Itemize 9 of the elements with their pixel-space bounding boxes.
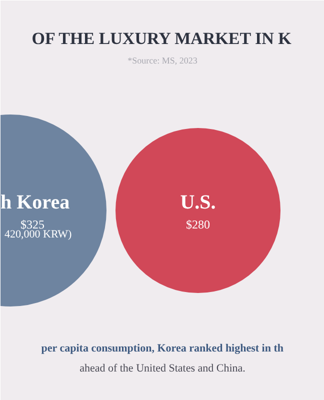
- text: per capita consumption, Korea ranked highest in th: [41, 342, 284, 354]
- text: OF THE LUXURY MARKET IN K: [32, 29, 292, 48]
- data-label: $280: [186, 218, 210, 232]
- text: ahead of the United States and China.: [80, 362, 246, 374]
- text: 420,000 KRW): [4, 228, 72, 240]
- category-label: h Korea: [0, 192, 70, 214]
- category-label: U.S.: [180, 192, 216, 214]
- data-label: $325: [20, 218, 44, 232]
- text: *Source: MS, 2023: [128, 56, 198, 66]
